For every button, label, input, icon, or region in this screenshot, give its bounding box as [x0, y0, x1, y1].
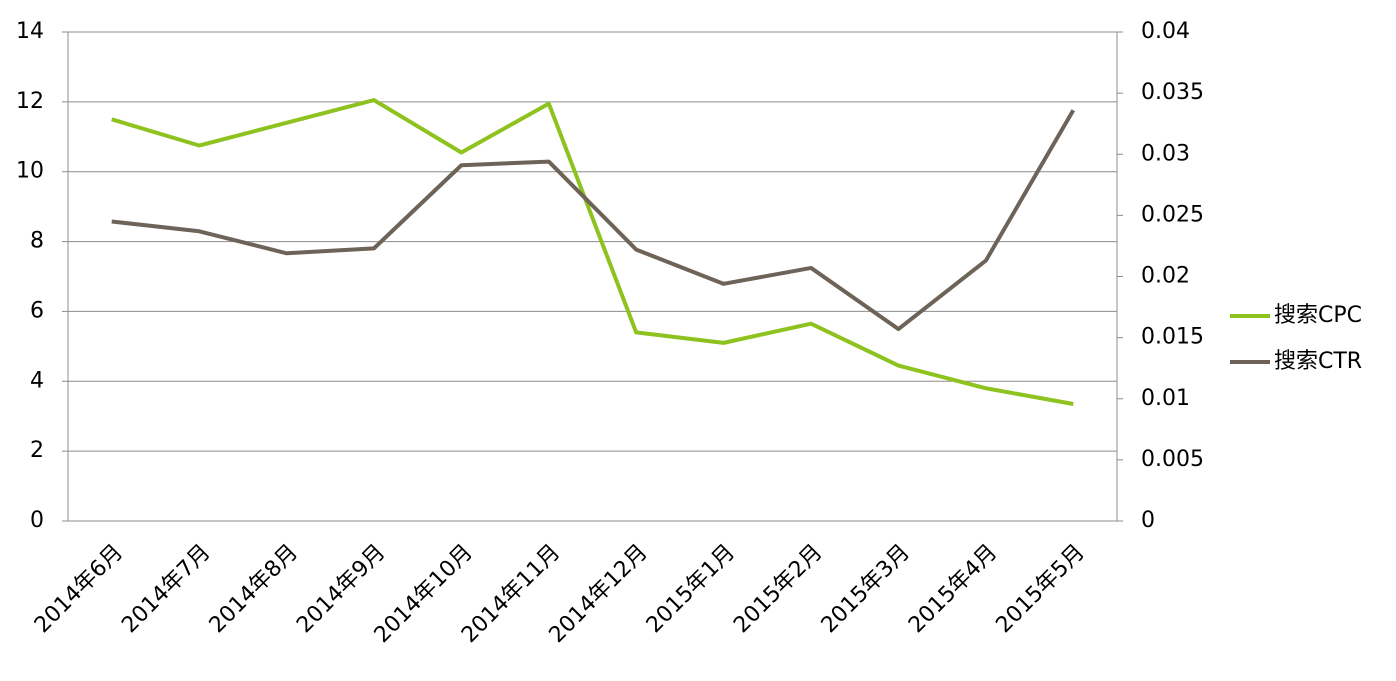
y-tick-label: 2 [30, 438, 44, 463]
y2-tick-label: 0.03 [1141, 141, 1190, 166]
y2-tick-label: 0.04 [1141, 19, 1190, 44]
y-tick-label: 14 [16, 19, 44, 44]
x-tick-label: 2015年1月 [642, 540, 740, 638]
x-tick-label: 2015年5月 [991, 540, 1089, 638]
series-line [111, 98, 1074, 406]
y2-tick-label: 0.015 [1141, 325, 1204, 350]
y2-tick-label: 0.01 [1141, 386, 1190, 411]
y-tick-label: 8 [30, 229, 44, 254]
y-tick-label: 6 [30, 298, 44, 323]
legend-label: 搜索CTR [1274, 349, 1362, 374]
x-tick-label: 2014年8月 [205, 540, 303, 638]
y-tick-label: 4 [30, 368, 44, 393]
series-line [111, 109, 1076, 332]
y2-tick-label: 0.025 [1141, 202, 1204, 227]
x-tick-label: 2014年6月 [30, 540, 128, 638]
x-tick-label: 2014年7月 [117, 540, 215, 638]
x-tick-label: 2015年3月 [817, 540, 915, 638]
x-tick-label: 2015年2月 [729, 540, 827, 638]
y-tick-label: 0 [30, 508, 44, 533]
x-tick-label: 2015年4月 [904, 540, 1002, 638]
y2-tick-label: 0.02 [1141, 264, 1190, 289]
y2-tick-label: 0.005 [1141, 447, 1204, 472]
y2-tick-label: 0 [1141, 508, 1155, 533]
y-tick-label: 10 [16, 159, 44, 184]
y2-tick-label: 0.035 [1141, 80, 1204, 105]
legend-label: 搜索CPC [1274, 303, 1362, 328]
y-tick-label: 12 [16, 89, 44, 114]
